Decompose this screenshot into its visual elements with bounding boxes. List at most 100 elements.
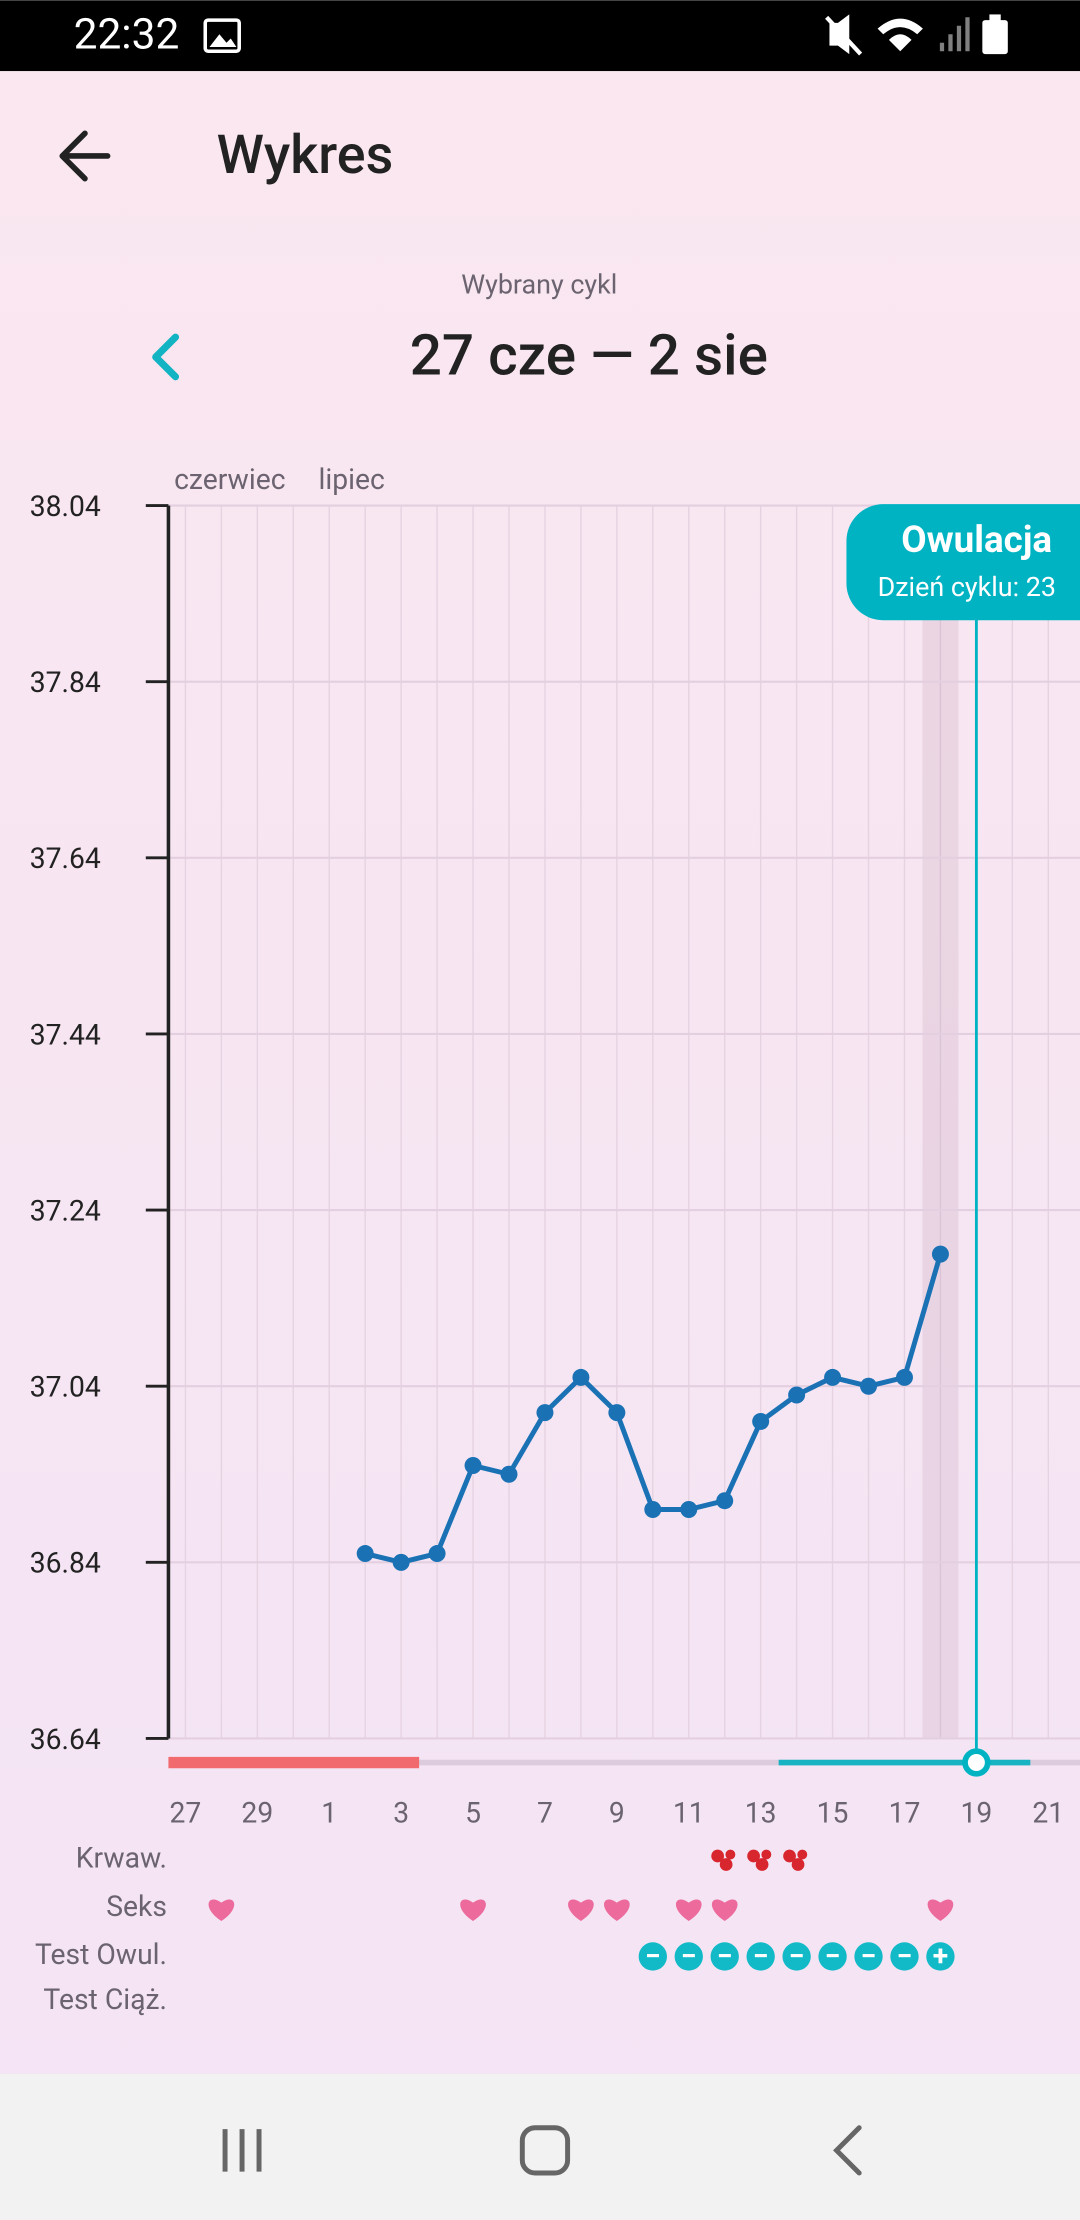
x-tick-label: 1 (321, 1796, 337, 1829)
y-tick-label: 37.44 (30, 1018, 101, 1051)
temperature-point (824, 1368, 842, 1386)
x-tick-label: 17 (889, 1796, 921, 1829)
drop (755, 1858, 769, 1871)
row-label: Krwaw. (76, 1842, 167, 1875)
drop (783, 1849, 796, 1863)
nav-buttons (222, 2125, 862, 2176)
test-result: + (933, 1939, 948, 1972)
heart-icon (711, 1899, 738, 1922)
test-icon (890, 1942, 919, 1971)
test-icon (818, 1942, 847, 1971)
x-tick-label: 29 (241, 1796, 273, 1829)
y-tick-label: 37.24 (30, 1194, 101, 1227)
cycle-label: Wybrany cykl (461, 268, 617, 300)
x-tick-label: 21 (1032, 1796, 1064, 1829)
y-tick-label: 36.64 (30, 1723, 101, 1756)
recent-apps-button[interactable] (222, 2129, 262, 2172)
x-tick-label: 11 (673, 1796, 705, 1829)
temperature-point (752, 1412, 770, 1430)
test-icon (854, 1942, 883, 1971)
heart-icon (604, 1899, 630, 1922)
y-tick-label: 37.04 (30, 1371, 101, 1404)
test-result: − (897, 1939, 913, 1972)
x-tick-label: 27 (170, 1796, 202, 1829)
x-tick-label: 19 (960, 1796, 992, 1829)
temperature-point (572, 1368, 590, 1386)
heart-icon (460, 1899, 486, 1922)
page-title: Wykres (217, 124, 394, 187)
navigation-bar (0, 2073, 1080, 2220)
test-icon (710, 1942, 739, 1971)
test-result: − (645, 1939, 661, 1972)
test-result: − (717, 1939, 733, 1972)
bleeding-icon (747, 1849, 772, 1871)
test-icon (926, 1942, 955, 1971)
temperature-point (464, 1456, 482, 1474)
temperature-point (428, 1545, 446, 1563)
y-tick-label: 37.64 (30, 842, 101, 875)
row-label: Test Owul. (35, 1938, 167, 1971)
month-label: czerwiec (174, 463, 285, 496)
test-result: − (789, 1939, 805, 1972)
chart: 36.64 36.84 37.04 37.24 37.44 37.64 37.84 38.04… (30, 463, 1080, 2016)
drop (761, 1849, 772, 1860)
x-tick-label: 15 (817, 1796, 849, 1829)
temperature-point (931, 1245, 949, 1263)
home-button[interactable] (519, 2125, 571, 2176)
test-icon (674, 1942, 703, 1971)
x-tick-label: 9 (609, 1796, 625, 1829)
bleeding-icon (711, 1849, 736, 1871)
temperature-point (680, 1501, 698, 1518)
previous-cycle-button[interactable] (152, 333, 180, 381)
ovulation-cycle-day: Dzień cyklu: 23 (878, 571, 1056, 603)
temperature-point (895, 1368, 913, 1386)
drop (711, 1849, 725, 1863)
temperature-point (392, 1553, 410, 1571)
drop (725, 1849, 736, 1860)
status-icons (203, 14, 1008, 56)
temperature-point (536, 1404, 554, 1422)
temperature-point (356, 1545, 374, 1563)
drop (791, 1858, 805, 1871)
temperature-point (608, 1404, 626, 1422)
system-back-button[interactable] (833, 2125, 862, 2176)
test-result: − (861, 1939, 877, 1972)
heart-icon (675, 1899, 702, 1922)
x-tick-label: 7 (537, 1796, 553, 1829)
ovulation-shade (922, 505, 959, 1739)
drop (747, 1849, 760, 1863)
x-tick-label: 5 (465, 1796, 481, 1829)
ovulation-callout (846, 504, 1080, 621)
test-icon (746, 1942, 775, 1971)
status-time: 22:32 (74, 10, 180, 59)
temperature-point (716, 1492, 734, 1510)
x-tick-label: 3 (393, 1796, 409, 1829)
temperature-point (644, 1501, 662, 1518)
test-result: − (825, 1939, 841, 1972)
row-label: Seks (106, 1890, 167, 1923)
test-icon (782, 1942, 811, 1971)
drop (797, 1849, 808, 1860)
heart-icon (927, 1899, 954, 1922)
y-tick-label: 38.04 (30, 490, 101, 523)
heart-icon (568, 1899, 594, 1922)
test-result: − (753, 1939, 769, 1972)
drop (719, 1858, 733, 1871)
temperature-point (860, 1377, 878, 1395)
heart-icon (208, 1899, 235, 1922)
month-label: lipiec (318, 463, 384, 496)
back-button[interactable] (59, 130, 111, 182)
temperature-point (500, 1465, 518, 1483)
y-tick-label: 36.84 (30, 1547, 101, 1580)
ovulation-marker (962, 1748, 991, 1777)
ovulation-title: Owulacja (901, 518, 1052, 561)
temperature-point (788, 1386, 806, 1404)
row-label: Test Ciąż. (43, 1983, 167, 2016)
test-result: − (681, 1939, 697, 1972)
y-tick-label: 37.84 (30, 666, 101, 699)
cycle-range: 27 cze — 2 sie (410, 322, 768, 389)
test-icon (638, 1942, 667, 1971)
x-tick-label: 13 (745, 1796, 777, 1829)
